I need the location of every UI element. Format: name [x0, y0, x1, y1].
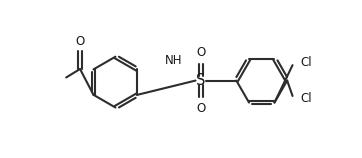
Text: Cl: Cl: [300, 56, 312, 69]
Text: Cl: Cl: [300, 92, 312, 105]
Text: O: O: [196, 102, 206, 115]
Text: NH: NH: [164, 55, 182, 67]
Text: O: O: [196, 46, 206, 59]
Text: S: S: [196, 73, 206, 88]
Text: O: O: [75, 35, 85, 48]
